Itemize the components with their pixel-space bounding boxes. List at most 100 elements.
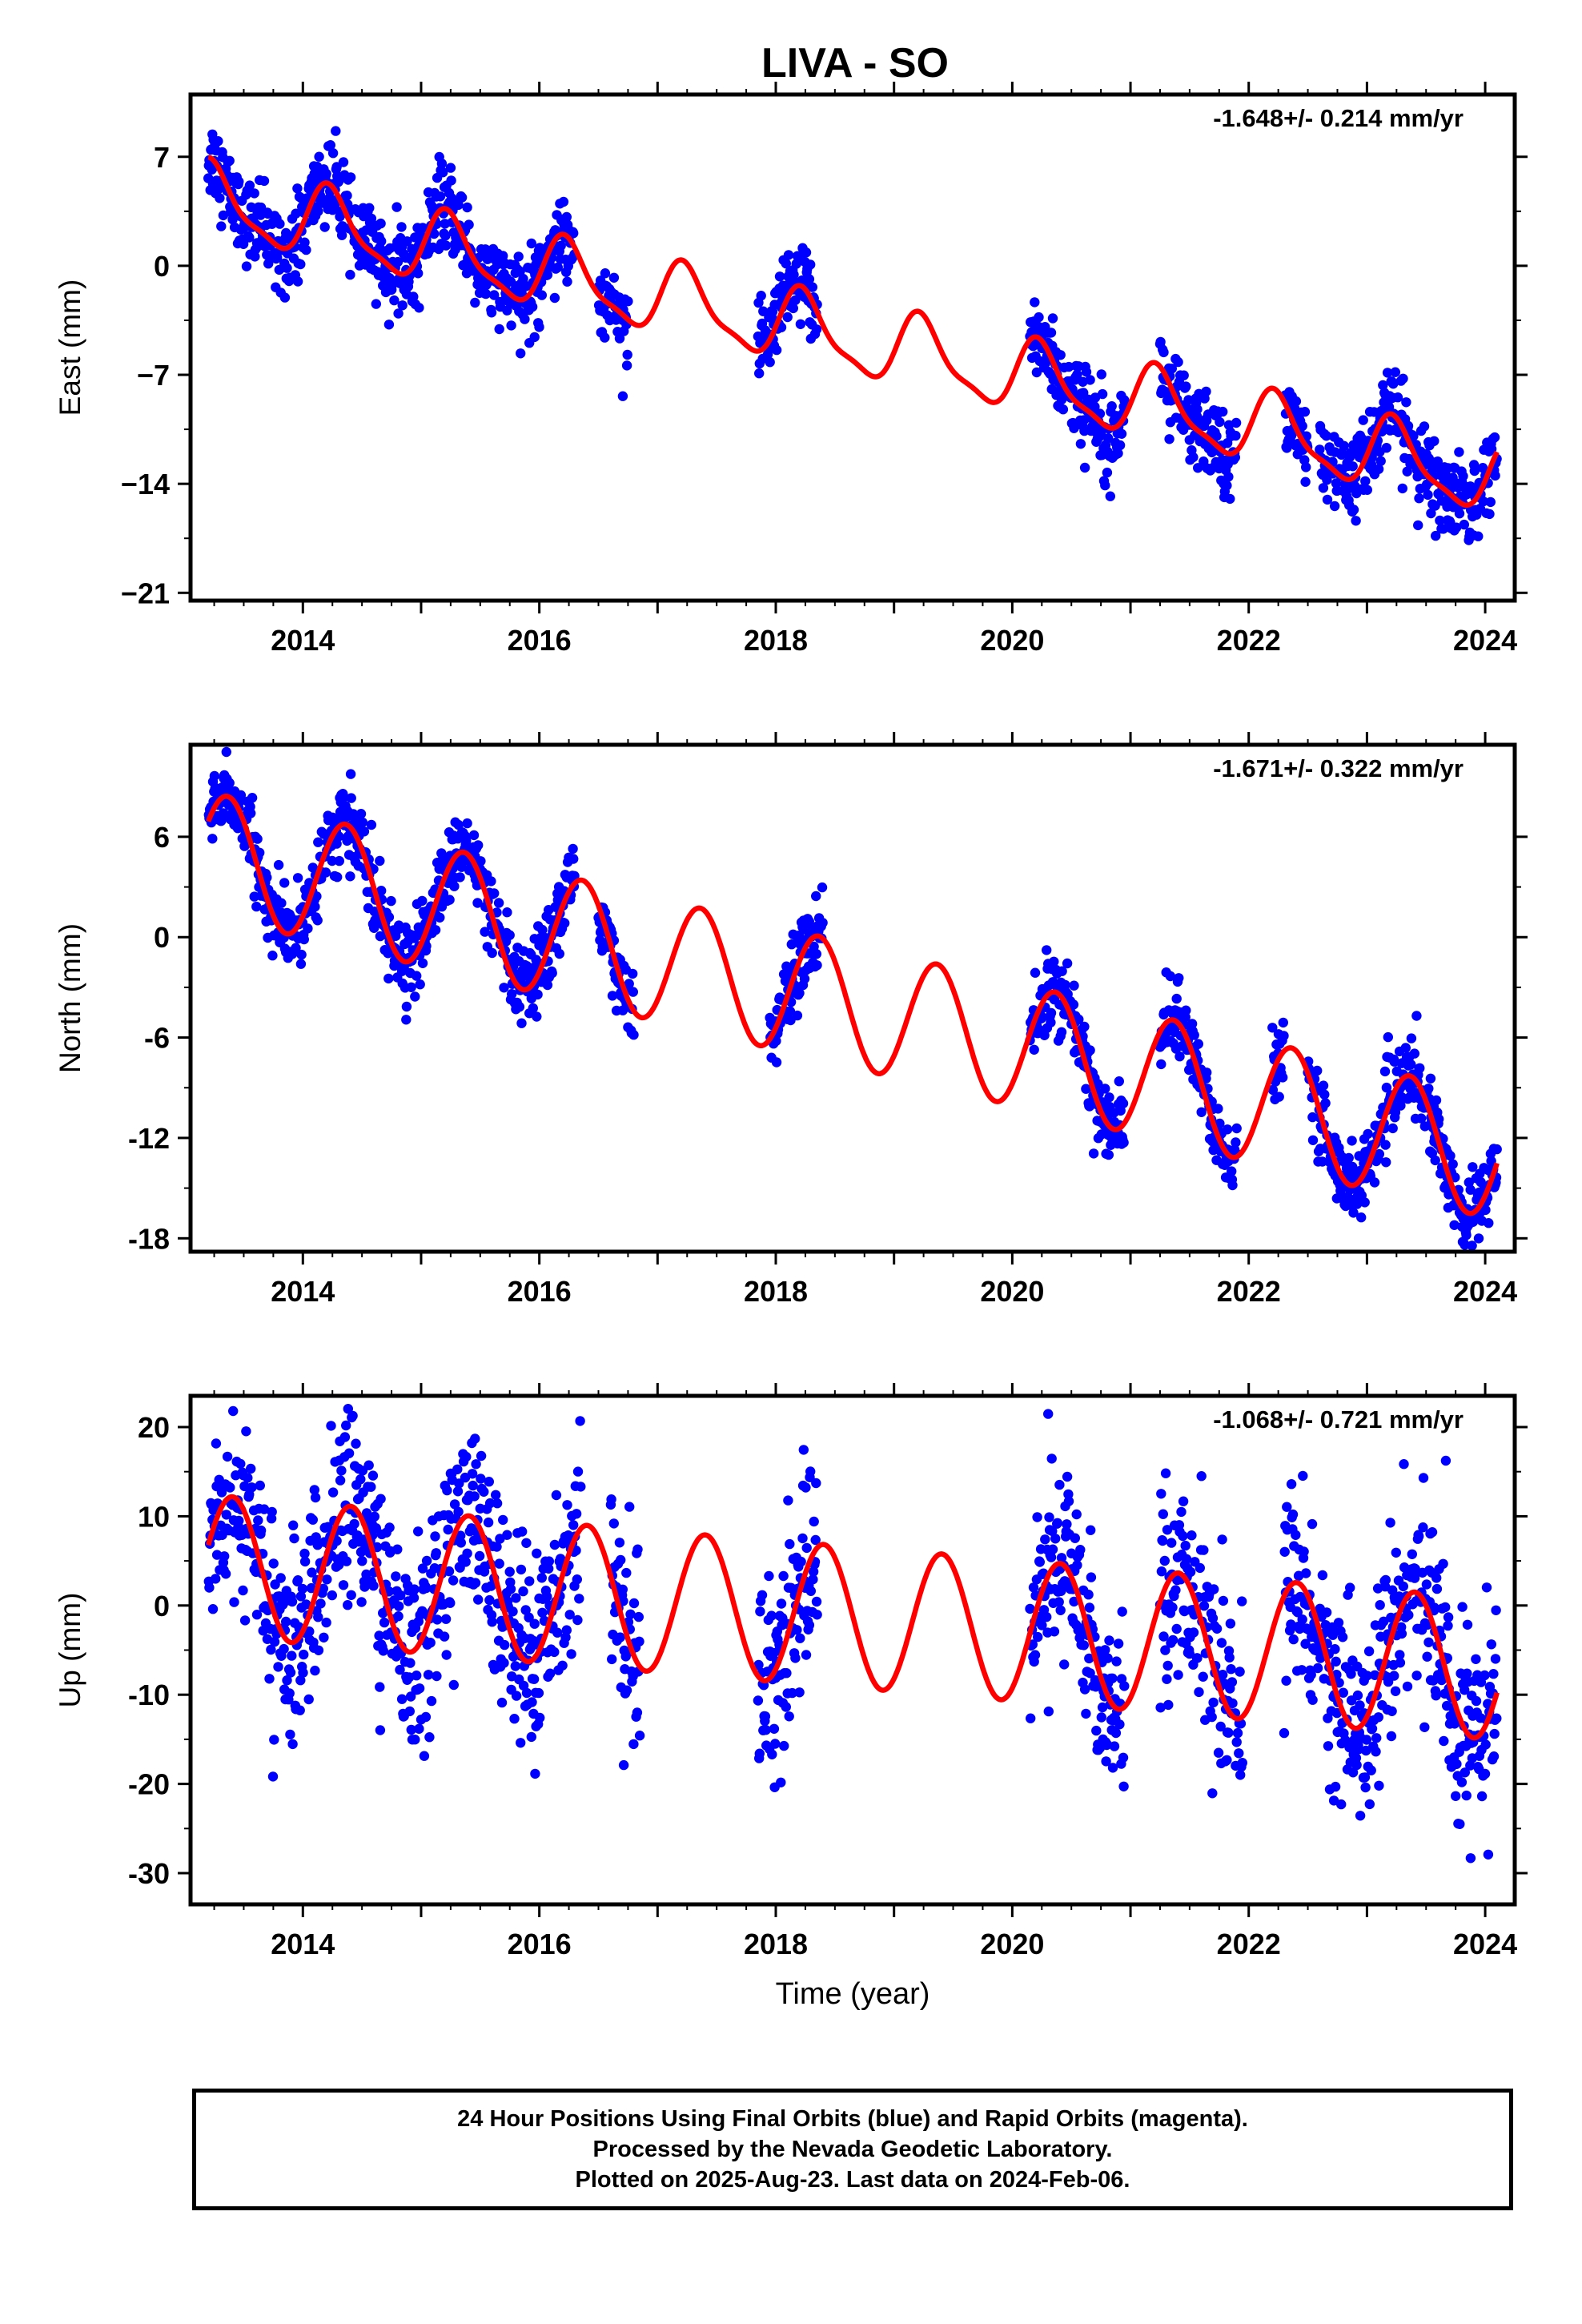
data-point bbox=[462, 1548, 472, 1559]
data-point bbox=[614, 333, 625, 344]
data-point bbox=[396, 222, 407, 232]
data-point bbox=[469, 1491, 480, 1502]
data-point bbox=[1185, 1566, 1196, 1578]
data-point bbox=[1218, 1595, 1229, 1606]
data-point bbox=[1188, 452, 1199, 463]
data-point bbox=[336, 230, 347, 240]
data-point bbox=[562, 1500, 572, 1510]
data-point bbox=[628, 1739, 639, 1750]
data-point bbox=[1059, 1659, 1070, 1670]
data-point bbox=[295, 259, 306, 270]
data-point bbox=[420, 1711, 432, 1723]
data-point bbox=[456, 1530, 466, 1541]
data-point bbox=[785, 1006, 796, 1016]
data-point bbox=[1235, 1770, 1246, 1780]
data-point bbox=[359, 826, 370, 837]
data-point bbox=[318, 1583, 328, 1594]
data-point bbox=[1160, 1468, 1171, 1478]
data-point bbox=[431, 1548, 441, 1558]
data-point bbox=[1298, 1470, 1308, 1482]
data-point bbox=[1358, 415, 1368, 425]
up-rate-annotation: -1.068+/- 0.721 mm/yr bbox=[1213, 1405, 1464, 1433]
data-point bbox=[357, 817, 368, 828]
data-point bbox=[1431, 1573, 1442, 1583]
data-point bbox=[765, 357, 775, 368]
data-point bbox=[213, 136, 223, 147]
data-point bbox=[1063, 361, 1074, 372]
data-point bbox=[1456, 1252, 1465, 1262]
data-point bbox=[1460, 1240, 1470, 1250]
data-point bbox=[600, 332, 610, 343]
data-point bbox=[754, 1748, 765, 1759]
data-point bbox=[409, 1584, 420, 1594]
data-point bbox=[1237, 1596, 1247, 1606]
data-point bbox=[1088, 1148, 1099, 1159]
data-point bbox=[1435, 515, 1445, 526]
data-point bbox=[449, 1499, 460, 1510]
data-point bbox=[389, 295, 400, 306]
y-tick-label: −21 bbox=[121, 577, 170, 609]
data-point bbox=[402, 236, 412, 247]
data-point bbox=[452, 1369, 461, 1378]
data-point bbox=[1445, 1151, 1456, 1161]
data-point bbox=[322, 1574, 332, 1585]
data-point bbox=[252, 834, 263, 844]
data-point bbox=[476, 856, 486, 866]
data-point bbox=[1407, 1549, 1418, 1560]
data-point bbox=[421, 1582, 432, 1594]
data-point bbox=[795, 319, 806, 329]
data-point bbox=[1360, 476, 1371, 486]
data-point bbox=[766, 1610, 777, 1621]
data-point bbox=[219, 1551, 230, 1562]
data-point bbox=[1225, 493, 1235, 505]
data-point bbox=[410, 991, 420, 1002]
data-point bbox=[564, 1610, 575, 1620]
data-point bbox=[782, 312, 793, 323]
data-point bbox=[549, 1647, 560, 1658]
data-point bbox=[527, 301, 538, 312]
data-point bbox=[499, 983, 509, 993]
caption-box: 24 Hour Positions Using Final Orbits (bl… bbox=[192, 2089, 1513, 2210]
data-point bbox=[1158, 1535, 1168, 1546]
data-point bbox=[484, 1498, 496, 1509]
data-point bbox=[216, 221, 227, 231]
data-point bbox=[393, 1611, 404, 1622]
data-point bbox=[1199, 1601, 1210, 1611]
data-point bbox=[467, 1469, 478, 1479]
data-point bbox=[1321, 431, 1331, 441]
data-point bbox=[1318, 483, 1329, 493]
data-point bbox=[401, 1015, 412, 1025]
north-points bbox=[203, 746, 1502, 1262]
data-point bbox=[544, 1563, 554, 1574]
data-point bbox=[313, 1612, 323, 1622]
data-point bbox=[295, 959, 307, 969]
data-point bbox=[299, 1649, 309, 1660]
data-point bbox=[445, 163, 456, 173]
data-point bbox=[628, 968, 638, 979]
data-point bbox=[1362, 1671, 1372, 1681]
data-point bbox=[572, 1614, 583, 1626]
data-point bbox=[1086, 1525, 1096, 1535]
data-point bbox=[375, 931, 386, 942]
data-point bbox=[1423, 489, 1433, 501]
data-point bbox=[1398, 373, 1408, 384]
data-point bbox=[391, 1571, 401, 1582]
data-point bbox=[1447, 1159, 1458, 1169]
data-point bbox=[1312, 1065, 1323, 1076]
x-tick-label: 2020 bbox=[980, 624, 1044, 657]
data-point bbox=[1184, 1648, 1195, 1659]
data-point bbox=[1274, 1092, 1284, 1102]
data-point bbox=[1379, 1066, 1391, 1077]
data-point bbox=[355, 809, 367, 819]
data-point bbox=[1189, 1030, 1199, 1040]
data-point bbox=[1366, 1765, 1376, 1775]
x-tick-label: 2024 bbox=[1453, 1275, 1517, 1308]
data-point bbox=[320, 867, 331, 878]
y-tick-label: -12 bbox=[128, 1122, 170, 1155]
data-point bbox=[438, 167, 448, 178]
data-point bbox=[1209, 1584, 1219, 1594]
x-tick-label: 2016 bbox=[508, 1928, 572, 1960]
data-point bbox=[291, 208, 301, 219]
data-point bbox=[1390, 1686, 1401, 1696]
data-point bbox=[811, 949, 821, 959]
